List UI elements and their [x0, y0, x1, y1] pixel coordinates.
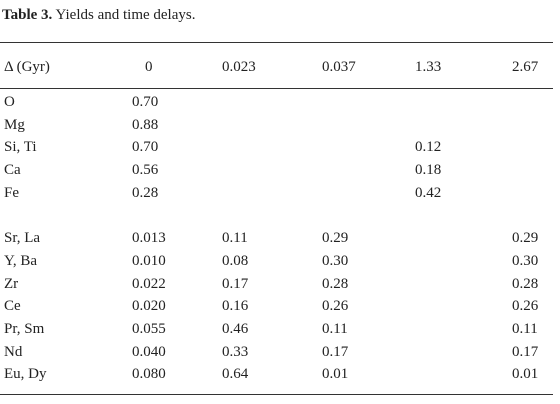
- row-label: Y, Ba: [4, 252, 38, 269]
- cell: 0.040: [132, 343, 166, 360]
- cell: 0.56: [132, 162, 159, 179]
- row-label: Pr, Sm: [4, 321, 45, 337]
- cell: 0.29: [322, 230, 349, 247]
- cell: 0.010: [132, 252, 166, 269]
- cell: 0.26: [322, 298, 349, 315]
- row-label: Eu, Dy: [4, 366, 47, 383]
- cell: 0.70: [132, 94, 159, 110]
- cell: 0.46: [222, 321, 249, 337]
- cell: 0.11: [222, 230, 248, 247]
- header-cell: 0.037: [322, 59, 356, 75]
- cell: 0.64: [222, 366, 249, 383]
- cell: 0.17: [222, 275, 249, 292]
- cell: 0.08: [222, 252, 249, 269]
- cell: 0.17: [322, 343, 349, 360]
- cell: 0.42: [415, 184, 442, 201]
- cell: 0.11: [322, 321, 348, 337]
- cell: 0.01: [512, 366, 539, 383]
- row-label: Sr, La: [4, 230, 41, 247]
- table-number: Table 3.: [2, 7, 53, 23]
- header-cell: 1.33: [415, 59, 442, 75]
- cell: 0.11: [512, 321, 538, 337]
- row-label: Zr: [4, 275, 19, 292]
- header-cell: 0.023: [222, 59, 256, 75]
- header-label: Δ (Gyr): [4, 59, 50, 75]
- header-cell: 2.67: [512, 59, 539, 75]
- header-rule: [0, 88, 553, 89]
- cell: 0.022: [132, 275, 166, 292]
- cell: 0.080: [132, 366, 166, 383]
- cell: 0.16: [222, 298, 249, 315]
- table-caption: Table 3. Yields and time delays.: [2, 6, 195, 24]
- row-label: Fe: [4, 184, 19, 201]
- row-label: Mg: [4, 116, 25, 133]
- cell: 0.30: [322, 252, 349, 269]
- cell: 0.01: [322, 366, 349, 383]
- row-label: Ca: [4, 162, 21, 179]
- cell: 0.26: [512, 298, 539, 315]
- cell: 0.055: [132, 321, 166, 337]
- cell: 0.29: [512, 230, 539, 247]
- bottom-rule: [0, 394, 553, 395]
- cell: 0.28: [132, 184, 159, 201]
- cell: 0.12: [415, 139, 442, 156]
- cell: 0.70: [132, 139, 159, 156]
- top-rule: [0, 42, 553, 43]
- cell: 0.020: [132, 298, 166, 315]
- cell: 0.28: [512, 275, 539, 292]
- cell: 0.28: [322, 275, 349, 292]
- cell: 0.17: [512, 343, 539, 360]
- cell: 0.33: [222, 343, 249, 360]
- table-title: Yields and time delays.: [55, 7, 196, 23]
- header-cell: 0: [145, 59, 153, 75]
- cell: 0.88: [132, 116, 159, 133]
- cell: 0.18: [415, 162, 442, 179]
- row-label: O: [4, 94, 15, 110]
- cell: 0.013: [132, 230, 166, 247]
- row-label: Si, Ti: [4, 139, 37, 156]
- cell: 0.30: [512, 252, 539, 269]
- row-label: Nd: [4, 343, 23, 360]
- row-label: Ce: [4, 298, 21, 315]
